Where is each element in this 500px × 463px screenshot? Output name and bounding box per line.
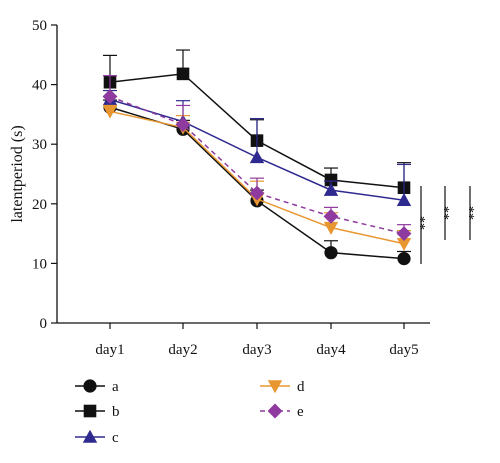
legend-label: e	[297, 404, 304, 420]
legend-label: a	[112, 379, 119, 395]
y-tick-label: 50	[32, 18, 47, 34]
data-point	[102, 89, 118, 104]
data-point	[102, 105, 118, 119]
data-point	[249, 150, 265, 164]
legend-marker	[83, 379, 97, 393]
legend-marker	[83, 404, 97, 418]
data-point	[396, 237, 412, 251]
legend-label: b	[112, 404, 120, 420]
x-tick-label: day3	[242, 342, 271, 358]
data-point	[323, 208, 339, 224]
legend-item-d: d	[260, 379, 305, 395]
x-tick-label: day1	[95, 342, 124, 358]
legend-label: c	[112, 430, 119, 446]
data-point	[324, 173, 338, 187]
legend-item-b: b	[75, 404, 120, 420]
significance-label: **	[442, 206, 457, 220]
significance-layer: ** ** **	[418, 186, 482, 264]
legend-item-c: c	[75, 429, 119, 446]
data-point	[397, 252, 411, 266]
x-tick-label: day4	[316, 342, 346, 358]
y-tick-label: 30	[32, 137, 47, 153]
legend: abc de	[75, 379, 305, 446]
data-point	[324, 246, 338, 260]
legend-marker	[267, 380, 283, 394]
legend-item-a: a	[75, 379, 119, 395]
axes: 0 10 20 30 40 50 day1 day2 day3 day4 day5 latentper…	[9, 18, 430, 358]
y-tick-label: 20	[32, 197, 47, 213]
significance-label: **	[467, 206, 482, 220]
data-point	[396, 226, 412, 242]
data-point	[176, 67, 190, 81]
data-point	[249, 185, 265, 201]
y-axis-title: latentperiod (s)	[9, 125, 26, 222]
x-tick-label: day5	[389, 342, 418, 358]
y-tick-label: 0	[40, 316, 48, 332]
x-tick-label: day2	[168, 342, 197, 358]
series-e	[102, 75, 412, 242]
significance-label: **	[418, 216, 433, 230]
series-line	[109, 95, 405, 235]
data-point	[175, 117, 191, 132]
y-tick-label: 40	[32, 78, 47, 94]
data-point	[396, 193, 412, 206]
legend-item-e: e	[260, 403, 304, 420]
legend-marker	[82, 429, 98, 443]
y-tick-label: 10	[32, 256, 47, 272]
series-layer	[102, 49, 412, 266]
data-point	[323, 182, 339, 196]
legend-label: d	[297, 379, 305, 395]
legend-marker	[267, 403, 283, 419]
data-point	[323, 221, 339, 235]
